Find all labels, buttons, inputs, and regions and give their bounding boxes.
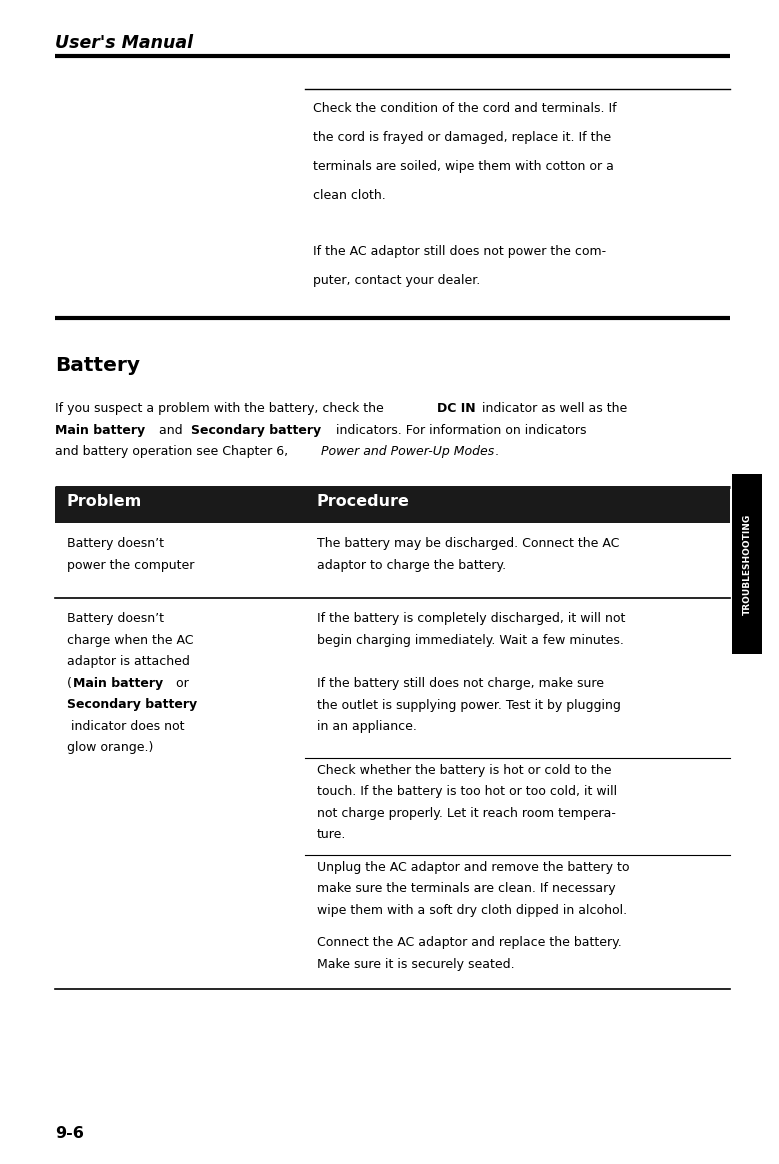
Text: power the computer: power the computer <box>67 559 195 572</box>
Text: Connect the AC adaptor and replace the battery.: Connect the AC adaptor and replace the b… <box>317 936 622 949</box>
Text: the outlet is supplying power. Test it by plugging: the outlet is supplying power. Test it b… <box>317 698 621 711</box>
Text: and: and <box>154 424 186 436</box>
Text: 9-6: 9-6 <box>55 1126 84 1141</box>
Text: ture.: ture. <box>317 828 347 842</box>
Text: charge when the AC: charge when the AC <box>67 633 193 646</box>
Text: .: . <box>494 445 499 457</box>
Text: Battery: Battery <box>55 356 140 375</box>
Text: not charge properly. Let it reach room tempera-: not charge properly. Let it reach room t… <box>317 807 616 819</box>
Text: puter, contact your dealer.: puter, contact your dealer. <box>313 274 480 288</box>
Text: If you suspect a problem with the battery, check the: If you suspect a problem with the batter… <box>55 402 388 416</box>
Text: wipe them with a soft dry cloth dipped in alcohol.: wipe them with a soft dry cloth dipped i… <box>317 903 627 916</box>
Text: (: ( <box>67 676 72 689</box>
Text: If the battery still does not charge, make sure: If the battery still does not charge, ma… <box>317 677 604 690</box>
Text: User's Manual: User's Manual <box>55 34 193 52</box>
Text: The battery may be discharged. Connect the AC: The battery may be discharged. Connect t… <box>317 537 619 551</box>
Text: Battery doesn’t: Battery doesn’t <box>67 537 164 551</box>
Text: glow orange.): glow orange.) <box>67 741 153 754</box>
Text: Power and Power-Up Modes: Power and Power-Up Modes <box>322 445 495 457</box>
Text: Unplug the AC adaptor and remove the battery to: Unplug the AC adaptor and remove the bat… <box>317 860 629 873</box>
Text: indicator does not: indicator does not <box>67 719 185 732</box>
Text: If the AC adaptor still does not power the com-: If the AC adaptor still does not power t… <box>313 244 606 258</box>
Text: clean cloth.: clean cloth. <box>313 189 386 203</box>
Text: Secondary battery: Secondary battery <box>67 698 197 711</box>
Text: begin charging immediately. Wait a few minutes.: begin charging immediately. Wait a few m… <box>317 633 624 646</box>
Text: or: or <box>172 676 189 689</box>
Bar <box>55 487 730 523</box>
Text: Procedure: Procedure <box>317 494 410 509</box>
Text: Check the condition of the cord and terminals. If: Check the condition of the cord and term… <box>313 102 617 115</box>
Text: adaptor to charge the battery.: adaptor to charge the battery. <box>317 559 506 572</box>
Bar <box>732 474 762 654</box>
Text: and battery operation see Chapter 6,: and battery operation see Chapter 6, <box>55 445 292 457</box>
Text: Main battery: Main battery <box>72 676 163 689</box>
Text: Battery doesn’t: Battery doesn’t <box>67 612 164 625</box>
Text: terminals are soiled, wipe them with cotton or a: terminals are soiled, wipe them with cot… <box>313 159 614 173</box>
Text: Make sure it is securely seated.: Make sure it is securely seated. <box>317 958 515 971</box>
Text: Secondary battery: Secondary battery <box>191 424 321 436</box>
Text: If the battery is completely discharged, it will not: If the battery is completely discharged,… <box>317 612 626 625</box>
Text: make sure the terminals are clean. If necessary: make sure the terminals are clean. If ne… <box>317 882 615 895</box>
Text: Main battery: Main battery <box>55 424 145 436</box>
Text: Check whether the battery is hot or cold to the: Check whether the battery is hot or cold… <box>317 764 612 776</box>
Text: touch. If the battery is too hot or too cold, it will: touch. If the battery is too hot or too … <box>317 785 617 799</box>
Text: indicator as well as the: indicator as well as the <box>478 402 627 416</box>
Text: TROUBLESHOOTING: TROUBLESHOOTING <box>742 513 752 615</box>
Text: the cord is frayed or damaged, replace it. If the: the cord is frayed or damaged, replace i… <box>313 132 611 144</box>
Text: DC IN: DC IN <box>436 402 475 416</box>
Text: Problem: Problem <box>67 494 143 509</box>
Text: in an appliance.: in an appliance. <box>317 721 417 733</box>
Text: indicators. For information on indicators: indicators. For information on indicator… <box>332 424 587 436</box>
Text: adaptor is attached: adaptor is attached <box>67 655 190 668</box>
